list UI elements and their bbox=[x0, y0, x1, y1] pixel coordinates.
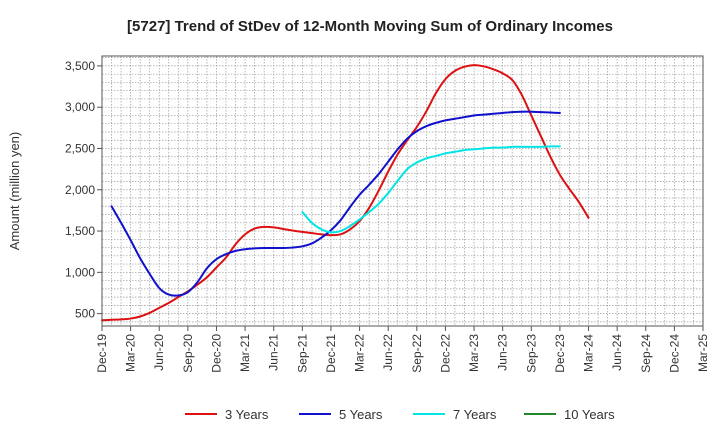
chart-title: [5727] Trend of StDev of 12-Month Moving… bbox=[127, 18, 613, 35]
y-tick-label: 3,000 bbox=[65, 100, 95, 114]
x-tick-label: Mar-24 bbox=[582, 334, 596, 372]
x-tick-label: Jun-21 bbox=[267, 334, 281, 371]
series-line-7-years bbox=[301, 145, 561, 234]
x-tick-label: Sep-20 bbox=[181, 334, 195, 373]
x-tick-label: Dec-22 bbox=[438, 334, 452, 373]
legend-label: 5 Years bbox=[339, 407, 383, 422]
x-tick-label: Sep-22 bbox=[410, 334, 424, 373]
y-axis-ticks: 500 1,000 1,500 2,000 2,500 3,000 3,500 bbox=[65, 59, 102, 321]
x-tick-label: Jun-20 bbox=[152, 334, 166, 371]
x-tick-label: Mar-22 bbox=[353, 334, 367, 372]
x-tick-label: Dec-24 bbox=[667, 334, 681, 373]
y-tick-label: 1,500 bbox=[65, 224, 95, 238]
legend-label: 10 Years bbox=[564, 407, 615, 422]
y-tick-label: 2,500 bbox=[65, 141, 95, 155]
x-tick-label: Dec-20 bbox=[209, 334, 223, 373]
x-tick-label: Sep-23 bbox=[524, 334, 538, 373]
x-tick-label: Mar-23 bbox=[467, 334, 481, 372]
y-tick-label: 500 bbox=[75, 307, 95, 321]
series-line-5-years bbox=[110, 110, 561, 297]
legend-label: 3 Years bbox=[225, 407, 269, 422]
series-lines bbox=[101, 64, 590, 322]
x-tick-label: Sep-24 bbox=[639, 334, 653, 373]
legend-label: 7 Years bbox=[453, 407, 497, 422]
x-tick-label: Mar-25 bbox=[696, 334, 710, 372]
x-tick-label: Mar-21 bbox=[238, 334, 252, 372]
plot-area bbox=[101, 55, 704, 327]
x-tick-label: Mar-20 bbox=[124, 334, 138, 372]
x-tick-label: Dec-23 bbox=[553, 334, 567, 373]
x-tick-label: Jun-22 bbox=[381, 334, 395, 371]
legend: 3 Years 5 Years 7 Years 10 Years bbox=[185, 407, 615, 422]
x-axis-ticks: Dec-19 Mar-20 Jun-20 Sep-20 Dec-20 Mar-21 Jun-… bbox=[95, 326, 710, 373]
y-axis-label: Amount (million yen) bbox=[7, 132, 22, 251]
y-tick-label: 1,000 bbox=[65, 265, 95, 279]
x-tick-label: Dec-19 bbox=[95, 334, 109, 373]
y-tick-label: 3,500 bbox=[65, 59, 95, 73]
x-tick-label: Jun-23 bbox=[496, 334, 510, 371]
plot-border bbox=[101, 55, 704, 327]
x-tick-label: Sep-21 bbox=[295, 334, 309, 373]
plot-frame bbox=[102, 56, 703, 326]
y-tick-label: 2,000 bbox=[65, 183, 95, 197]
x-tick-label: Jun-24 bbox=[610, 334, 624, 371]
x-tick-label: Dec-21 bbox=[324, 334, 338, 373]
